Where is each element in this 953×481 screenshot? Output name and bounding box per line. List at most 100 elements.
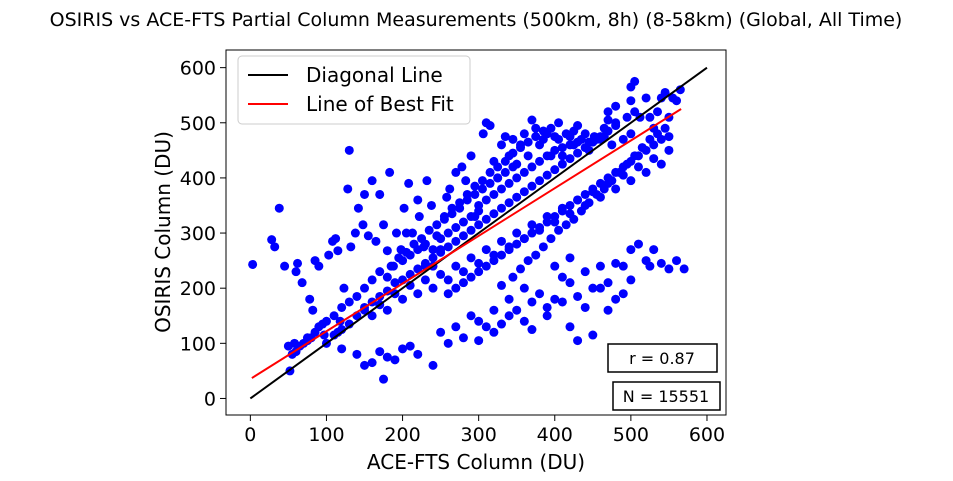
scatter-point xyxy=(660,87,670,97)
scatter-point xyxy=(557,297,567,307)
scatter-point xyxy=(603,115,613,125)
scatter-point xyxy=(565,154,575,164)
scatter-points xyxy=(248,76,689,384)
scatter-point xyxy=(527,181,537,191)
scatter-point xyxy=(538,242,548,252)
scatter-point xyxy=(436,269,446,279)
scatter-point xyxy=(371,236,381,246)
scatter-point xyxy=(458,231,468,241)
scatter-point xyxy=(321,316,331,326)
x-axis-label: ACE-FTS Column (DU) xyxy=(367,450,585,474)
scatter-point xyxy=(523,137,533,147)
scatter-point xyxy=(324,250,334,260)
scatter-point xyxy=(546,234,556,244)
scatter-point xyxy=(401,247,411,257)
scatter-point xyxy=(270,242,280,252)
scatter-point xyxy=(493,162,503,172)
scatter-point xyxy=(489,327,499,337)
scatter-point xyxy=(477,176,487,186)
scatter-point xyxy=(293,258,303,268)
scatter-point xyxy=(519,187,529,197)
scatter-point xyxy=(519,234,529,244)
scatter-point xyxy=(561,220,571,230)
scatter-point xyxy=(561,129,571,139)
scatter-point xyxy=(496,203,506,213)
x-tick-label: 200 xyxy=(384,424,420,446)
scatter-point xyxy=(611,184,621,194)
scatter-point xyxy=(333,246,343,256)
scatter-point xyxy=(398,344,408,354)
scatter-point xyxy=(274,203,284,213)
scatter-point xyxy=(554,225,564,235)
scatter-point xyxy=(542,217,552,227)
scatter-point xyxy=(660,123,670,133)
scatter-point xyxy=(382,305,392,315)
scatter-point xyxy=(385,167,395,177)
scatter-point xyxy=(653,129,663,139)
scatter-point xyxy=(352,349,362,359)
y-tick-label: 300 xyxy=(180,223,216,245)
scatter-point xyxy=(523,151,533,161)
scatter-point xyxy=(603,107,613,117)
scatter-point xyxy=(588,283,598,293)
legend-bestfit-label: Line of Best Fit xyxy=(306,92,454,116)
scatter-point xyxy=(527,228,537,238)
scatter-point xyxy=(436,327,446,337)
scatter-point xyxy=(645,112,655,122)
scatter-point xyxy=(672,256,682,266)
scatter-point xyxy=(557,143,567,153)
scatter-point xyxy=(447,209,457,219)
scatter-point xyxy=(504,245,514,255)
scatter-point xyxy=(603,278,613,288)
scatter-point xyxy=(535,176,545,186)
scatter-point xyxy=(399,203,409,213)
scatter-point xyxy=(531,132,541,142)
scatter-point xyxy=(414,212,424,222)
scatter-point xyxy=(451,283,461,293)
chart-title: OSIRIS vs ACE-FTS Partial Column Measure… xyxy=(50,9,903,31)
scatter-point xyxy=(458,333,468,343)
scatter-point xyxy=(527,220,537,230)
scatter-point xyxy=(481,245,491,255)
scatter-point xyxy=(641,93,651,103)
scatter-point xyxy=(404,178,414,188)
scatter-point xyxy=(622,159,632,169)
scatter-point xyxy=(519,283,529,293)
scatter-point xyxy=(512,239,522,249)
scatter-point xyxy=(611,101,621,111)
scatter-point xyxy=(664,145,674,155)
scatter-point xyxy=(496,236,506,246)
scatter-point xyxy=(607,176,617,186)
x-axis-ticks: 0 100 200 300 400 500 600 xyxy=(244,415,725,446)
scatter-point xyxy=(390,355,400,365)
scatter-point xyxy=(367,275,377,285)
scatter-point xyxy=(535,289,545,299)
scatter-point xyxy=(504,294,514,304)
scatter-point xyxy=(458,267,468,277)
scatter-point xyxy=(477,184,487,194)
scatter-point xyxy=(565,140,575,150)
scatter-point xyxy=(573,195,583,205)
scatter-point xyxy=(314,261,324,271)
scatter-point xyxy=(451,236,461,246)
scatter-point xyxy=(466,225,476,235)
scatter-point xyxy=(622,112,632,122)
scatter-point xyxy=(508,134,518,144)
scatter-point xyxy=(603,305,613,315)
scatter-point xyxy=(413,264,423,274)
scatter-point xyxy=(645,261,655,271)
scatter-point xyxy=(409,239,419,249)
scatter-point xyxy=(413,349,423,359)
scatter-point xyxy=(523,256,533,266)
scatter-point xyxy=(626,275,636,285)
scatter-point xyxy=(649,154,659,164)
scatter-point xyxy=(626,245,636,255)
scatter-point xyxy=(428,283,438,293)
scatter-point xyxy=(426,200,436,210)
y-tick-label: 0 xyxy=(204,388,216,410)
scatter-point xyxy=(649,245,659,255)
annotation-r-box xyxy=(607,343,718,373)
scatter-point xyxy=(512,305,522,315)
scatter-point xyxy=(466,151,476,161)
scatter-point xyxy=(451,223,461,233)
